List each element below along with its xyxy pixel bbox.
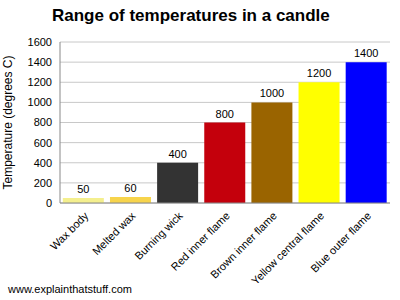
svg-text:Wax body: Wax body (48, 209, 91, 252)
svg-text:Brown inner flame: Brown inner flame (207, 209, 280, 281)
svg-text:1000: 1000 (28, 96, 52, 108)
svg-text:1200: 1200 (307, 67, 331, 79)
html-text:Range of temperatures in a can: Range of temperatures in a candle (52, 6, 330, 25)
svg-text:Melted wax: Melted wax (90, 209, 138, 257)
svg-text:Temperature (degrees C): Temperature (degrees C) (8, 55, 15, 189)
svg-text:400: 400 (34, 157, 52, 169)
svg-text:Burning wick: Burning wick (132, 209, 185, 262)
svg-text:0: 0 (46, 197, 52, 209)
svg-text:1200: 1200 (28, 76, 52, 88)
svg-text:1400: 1400 (354, 47, 378, 59)
svg-text:50: 50 (77, 183, 89, 195)
svg-text:1400: 1400 (28, 56, 52, 68)
svg-text:1000: 1000 (260, 87, 284, 99)
svg-text:600: 600 (34, 137, 52, 149)
svg-text:200: 200 (34, 177, 52, 189)
svg-text:1600: 1600 (28, 36, 52, 48)
svg-text:800: 800 (216, 108, 234, 120)
svg-text:60: 60 (124, 182, 136, 194)
svg-text:Blue outer flame: Blue outer flame (308, 209, 373, 274)
svg-text:400: 400 (168, 148, 186, 160)
svg-text:800: 800 (34, 116, 52, 128)
svg-text:Red inner flame: Red inner flame (168, 209, 232, 273)
html-text:www.explainthatstuff.com: www.explainthatstuff.com (8, 283, 132, 295)
